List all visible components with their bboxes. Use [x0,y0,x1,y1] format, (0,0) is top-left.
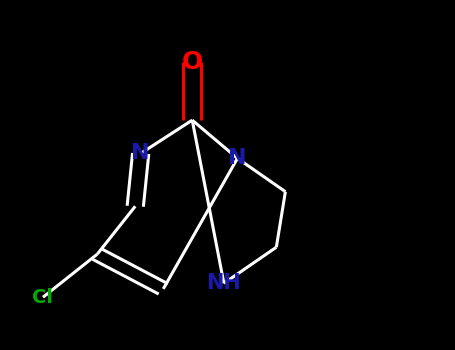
Text: O: O [182,50,203,74]
Text: N: N [228,148,247,168]
Text: NH: NH [207,273,241,293]
Text: Cl: Cl [32,288,54,307]
Text: N: N [131,144,150,163]
